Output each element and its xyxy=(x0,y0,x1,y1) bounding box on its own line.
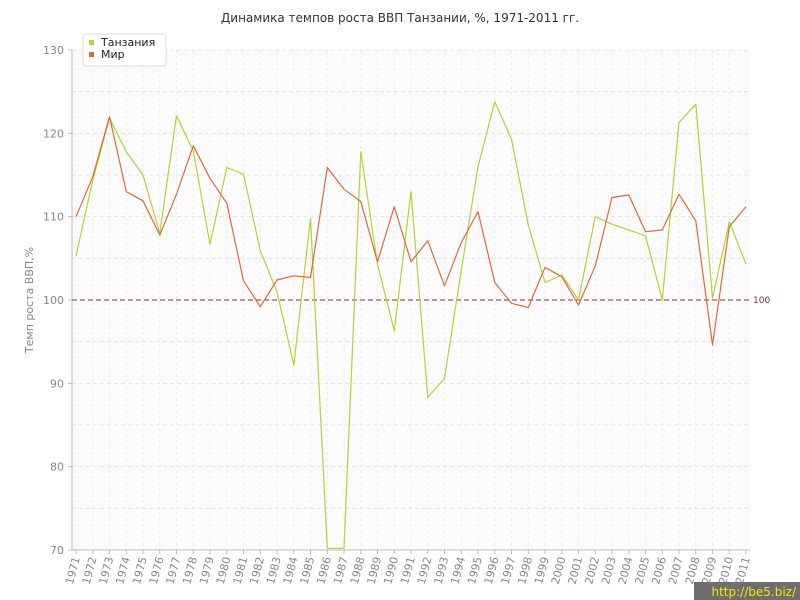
watermark-box: http://be5.biz/ xyxy=(694,582,800,600)
y-tick-label: 90 xyxy=(50,377,64,390)
series-lines xyxy=(75,101,747,549)
gridlines xyxy=(72,49,750,551)
y-tick-label: 100 xyxy=(43,294,64,307)
reference-line-label: 100 xyxy=(753,296,770,306)
legend-marker-1 xyxy=(89,40,94,45)
legend-marker-2 xyxy=(89,52,94,57)
y-tick-label: 130 xyxy=(43,44,64,57)
series-line-1 xyxy=(75,101,747,549)
legend-label-1: Танзания xyxy=(100,36,155,49)
legend-box xyxy=(82,33,167,67)
y-tick-label: 110 xyxy=(43,211,64,224)
watermark-text: http://be5.biz/ xyxy=(711,585,796,599)
y-tick-label: 120 xyxy=(43,127,64,140)
reference-line-group: 100 xyxy=(72,296,770,306)
y-tick-label: 70 xyxy=(50,544,64,557)
series-line-2 xyxy=(75,116,747,346)
y-axis-label: Темп роста ВВП,% xyxy=(23,247,36,354)
y-tick-label: 80 xyxy=(50,461,64,474)
chart-title: Динамика темпов роста ВВП Танзании, %, 1… xyxy=(221,11,579,25)
legend-label-2: Мир xyxy=(101,48,125,61)
